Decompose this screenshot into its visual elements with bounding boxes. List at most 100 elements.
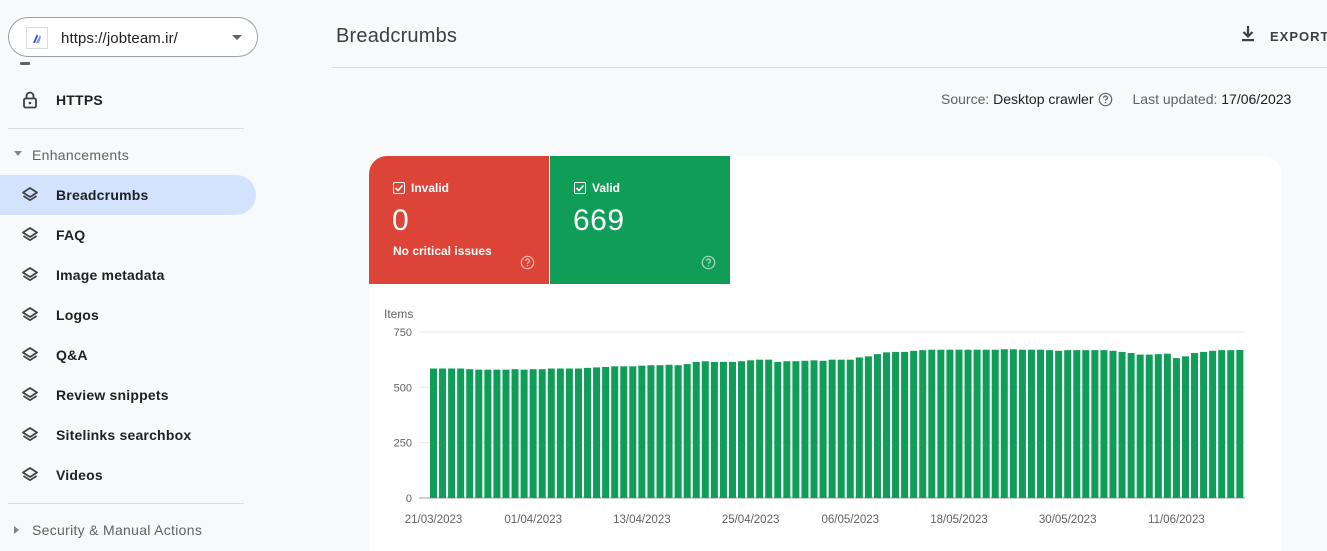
checkbox-checked-icon[interactable]: [393, 182, 405, 194]
chart-bar: [1127, 353, 1135, 498]
chart-bar: [638, 365, 646, 498]
lock-icon: [20, 90, 40, 110]
sidebar-item-label: Videos: [56, 467, 103, 483]
page-title: Breadcrumbs: [336, 25, 458, 47]
chart-bar: [674, 365, 682, 498]
sidebar-item-image-metadata[interactable]: Image metadata: [0, 255, 256, 295]
invalid-status-tab[interactable]: Invalid 0 No critical issues: [369, 156, 549, 284]
layers-icon: [20, 185, 40, 205]
x-tick-label: 30/05/2023: [1039, 514, 1097, 526]
chart-bar: [892, 351, 900, 498]
sidebar-item-q-a[interactable]: Q&A: [0, 335, 256, 375]
chart-bar: [928, 349, 936, 498]
sidebar-item-review-snippets[interactable]: Review snippets: [0, 375, 256, 415]
chart-bar: [1064, 350, 1072, 498]
sidebar-item-videos[interactable]: Videos: [0, 455, 256, 495]
sidebar-item-logos[interactable]: Logos: [0, 295, 256, 335]
sidebar-item-https[interactable]: HTTPS: [0, 80, 256, 120]
property-url: https://jobteam.ir/: [61, 30, 178, 47]
x-tick-label: 06/05/2023: [822, 514, 880, 526]
chart-bar: [565, 368, 573, 498]
sidebar: https://jobteam.ir/ HTTPS Enhancements B…: [0, 0, 264, 551]
chart-bar: [728, 361, 736, 498]
chart-bar: [475, 369, 483, 498]
source-value: Desktop crawler: [993, 91, 1094, 107]
chart-bar: [756, 359, 764, 498]
chart-bar: [1154, 354, 1162, 498]
help-icon[interactable]: [520, 255, 535, 270]
layers-icon: [20, 305, 40, 325]
chart-bar: [1073, 350, 1081, 498]
chart-bar: [982, 349, 990, 498]
chart-bar: [511, 369, 519, 498]
layers-icon: [20, 465, 40, 485]
chart-bar: [1227, 350, 1235, 498]
sidebar-item-faq[interactable]: FAQ: [0, 215, 256, 255]
chevron-down-icon[interactable]: [232, 35, 242, 40]
help-icon[interactable]: [1098, 92, 1113, 107]
sidebar-item-sitelinks-searchbox[interactable]: Sitelinks searchbox: [0, 415, 256, 455]
sidebar-item-label: FAQ: [56, 227, 86, 243]
chart-bar: [692, 361, 700, 498]
sidebar-item-label: Logos: [56, 307, 99, 323]
chart-bar: [955, 349, 963, 498]
chart-bar: [846, 359, 854, 498]
chart-bar: [547, 368, 555, 498]
section-header-enhancements[interactable]: Enhancements: [0, 141, 256, 169]
layers-icon: [20, 385, 40, 405]
collapse-caret-icon: [14, 151, 22, 156]
report-card: Invalid 0 No critical issues Valid 669 I…: [369, 156, 1281, 551]
chart-bar: [1000, 349, 1008, 498]
chart-bar: [529, 369, 537, 498]
chart-bar: [493, 369, 501, 498]
sidebar-item-label: HTTPS: [56, 92, 103, 108]
chart-bar: [801, 360, 809, 498]
chart-bar: [448, 368, 456, 498]
checkbox-checked-icon[interactable]: [574, 182, 586, 194]
chart-bar: [1145, 354, 1153, 498]
chart-bar: [1209, 350, 1217, 498]
export-label: EXPORT: [1270, 28, 1327, 44]
chart-bar: [1191, 353, 1199, 498]
chart-bar: [1200, 351, 1208, 498]
chart-bar: [538, 369, 546, 498]
chart-bar: [620, 366, 628, 498]
chart-bar: [710, 361, 718, 498]
invalid-note: No critical issues: [393, 244, 492, 258]
y-tick-label: 0: [406, 493, 412, 505]
property-selector[interactable]: https://jobteam.ir/: [8, 17, 258, 57]
source-label: Source:: [941, 91, 990, 107]
chart-bar: [1055, 350, 1063, 498]
chart-bar: [873, 354, 881, 498]
sidebar-item-breadcrumbs[interactable]: Breadcrumbs: [0, 175, 256, 215]
chart-bar: [701, 361, 709, 498]
y-tick-label: 750: [394, 327, 412, 339]
chart-bar: [1037, 349, 1045, 498]
partially-hidden-nav-item: [20, 62, 170, 68]
chart-bar: [864, 356, 872, 498]
chart-bar: [837, 359, 845, 498]
chart-bar: [1181, 356, 1189, 498]
chart-bar: [1109, 350, 1117, 498]
chart-bar: [1091, 350, 1099, 498]
chart-bar: [602, 366, 610, 498]
y-axis-label: Items: [384, 307, 413, 321]
chart-bar: [1218, 350, 1226, 498]
chart-bar: [665, 364, 673, 498]
x-tick-label: 13/04/2023: [613, 514, 671, 526]
sidebar-divider: [8, 128, 244, 129]
sidebar-item-label: Review snippets: [56, 387, 169, 403]
chart-bar: [656, 365, 664, 498]
chart-bar: [765, 359, 773, 498]
section-header-security[interactable]: Security & Manual Actions: [0, 516, 256, 544]
layers-icon: [20, 345, 40, 365]
help-icon[interactable]: [701, 255, 716, 270]
export-button[interactable]: EXPORT: [1238, 22, 1327, 50]
sidebar-item-label: Q&A: [56, 347, 88, 363]
valid-status-tab[interactable]: Valid 669: [550, 156, 730, 284]
chart-bar: [466, 369, 474, 498]
updated-label: Last updated:: [1132, 91, 1218, 107]
layers-icon: [20, 425, 40, 445]
chart-bar: [964, 349, 972, 498]
y-tick-label: 500: [394, 382, 412, 394]
